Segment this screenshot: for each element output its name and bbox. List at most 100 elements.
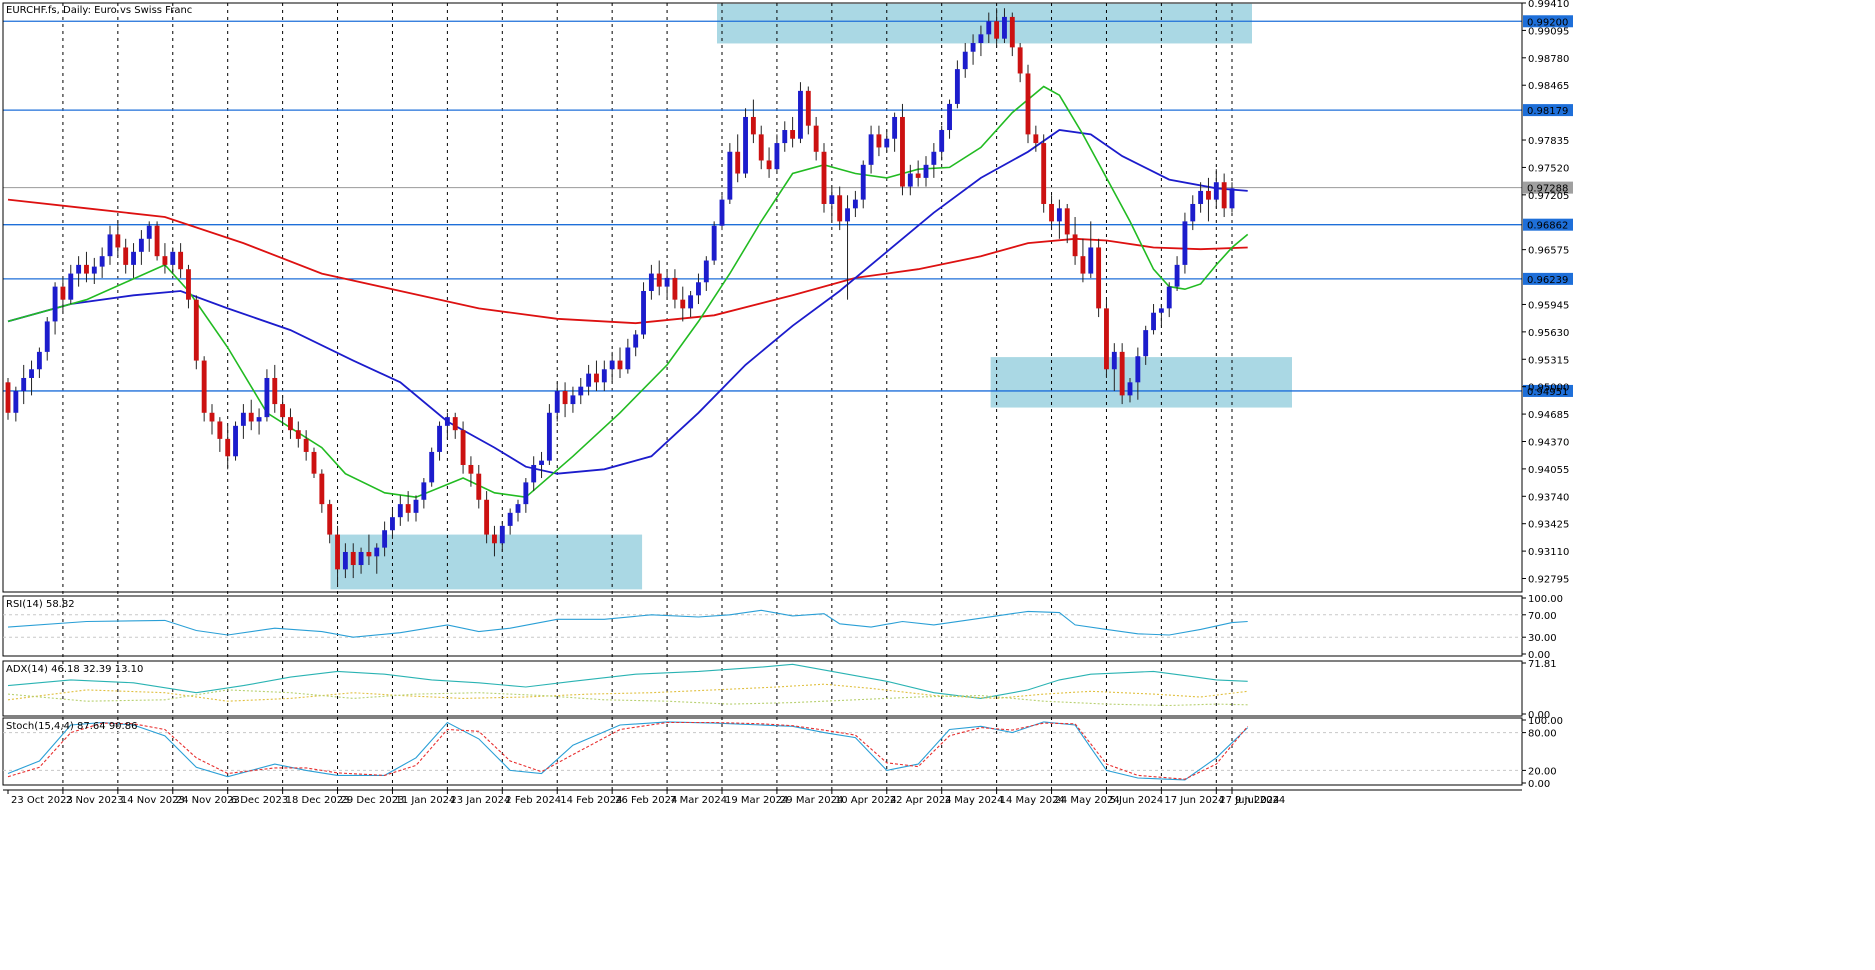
candle (986, 12, 992, 44)
date-label-1: 2 Nov 2023 (66, 795, 124, 806)
candle-body-bull (1166, 286, 1172, 309)
candle-body-bear (1221, 182, 1227, 209)
levels-layer (3, 20, 1522, 392)
candle-body-bull (954, 69, 960, 104)
candle (484, 491, 490, 544)
candle-body-bear (201, 360, 207, 413)
candle-body-bull (107, 234, 113, 257)
candle-body-bear (837, 195, 843, 222)
indicator-line-1-1 (7, 683, 1248, 702)
candle-body-bear (915, 173, 921, 178)
candle-body-bear (1104, 308, 1109, 370)
candle-body-bear (1009, 16, 1015, 48)
candle (1229, 182, 1235, 213)
candle-body-bear (900, 116, 905, 187)
candle (805, 86, 811, 135)
date-label-11: 26 Feb 2024 (615, 795, 677, 806)
indicator-axis-label: 71.81 (1528, 659, 1557, 670)
candle-body-bull (986, 21, 992, 35)
date-label-16: 22 Apr 2024 (890, 795, 952, 806)
candle (554, 382, 560, 422)
candle-body-bull (1151, 312, 1156, 331)
candle-body-bear (115, 234, 121, 248)
candle (915, 160, 921, 187)
candle-body-bull (99, 256, 105, 267)
candle (170, 247, 176, 274)
candle-body-bear (452, 417, 458, 431)
candle (837, 186, 843, 231)
candle (1119, 343, 1125, 405)
candle (798, 82, 803, 144)
candle-body-bull (131, 251, 136, 265)
candle (280, 395, 286, 426)
candle (633, 330, 639, 357)
date-label-19: 24 May 2024 (1055, 795, 1120, 806)
candle (845, 195, 850, 300)
candle-body-bull (852, 199, 858, 209)
price-tick-label-1: 0.99095 (1528, 26, 1569, 37)
candle-body-bull (515, 504, 521, 513)
candle-body-bull (868, 134, 874, 165)
candle-body-bull (578, 386, 584, 396)
date-label-2: 14 Nov 2023 (121, 795, 185, 806)
candle (256, 408, 262, 435)
candle (939, 125, 945, 161)
candle (68, 264, 74, 305)
candle-body-bear (468, 464, 474, 474)
date-label-17: 2 May 2024 (945, 795, 1004, 806)
candle-body-bear (350, 551, 356, 566)
zone-box-0 (717, 3, 1252, 44)
level-tag-4 (1523, 384, 1573, 397)
candle (444, 412, 450, 439)
date-label-4: 6 Dec 2023 (231, 795, 289, 806)
candle (1017, 43, 1023, 83)
candle (460, 421, 466, 474)
candle (240, 404, 246, 439)
candle-body-bull (76, 264, 82, 274)
candle (900, 103, 905, 196)
candle (186, 264, 191, 309)
candle-body-bull (1002, 16, 1007, 39)
candle-body-bear (1017, 47, 1023, 74)
date-label-5: 18 Dec 2023 (286, 795, 350, 806)
candle (366, 534, 372, 566)
candle-body-bear (476, 473, 482, 500)
candle (1080, 238, 1086, 283)
candle (750, 99, 756, 144)
candle (421, 478, 427, 509)
candle (44, 317, 50, 361)
candle (978, 25, 984, 57)
candle-body-bear (1080, 256, 1086, 274)
date-label-3: 24 Nov 2023 (176, 795, 240, 806)
candle-body-bull (554, 391, 560, 413)
indicator-axis-label: 0.00 (1528, 779, 1550, 790)
candle-body-bear (225, 438, 231, 457)
candle-body-bull (1229, 188, 1235, 209)
candle-body-bull (601, 369, 607, 383)
candle (523, 478, 529, 513)
price-tick-label-12: 0.94685 (1528, 410, 1569, 421)
candle (60, 277, 66, 313)
candle-body-bear (1072, 234, 1078, 257)
candle (468, 456, 474, 487)
date-label-21: 17 Jun 2024 (1164, 795, 1224, 806)
price-tick-label-17: 0.93110 (1528, 547, 1569, 558)
indicator-axis-label: 100.00 (1528, 594, 1563, 605)
indicator-label-0: RSI(14) 58.82 (6, 599, 75, 610)
candle (507, 508, 513, 535)
price-tick-label-15: 0.93740 (1528, 492, 1569, 503)
price-tick-label-14: 0.94055 (1528, 465, 1569, 476)
candle-body-bull (421, 482, 427, 500)
candle (342, 543, 348, 579)
candle (586, 364, 592, 396)
candle (954, 60, 960, 109)
candle-body-bear (280, 404, 286, 418)
candle (382, 521, 388, 557)
candle (1182, 212, 1188, 274)
candle (350, 543, 356, 579)
candle (1127, 377, 1133, 403)
candle-body-bear (672, 277, 678, 300)
